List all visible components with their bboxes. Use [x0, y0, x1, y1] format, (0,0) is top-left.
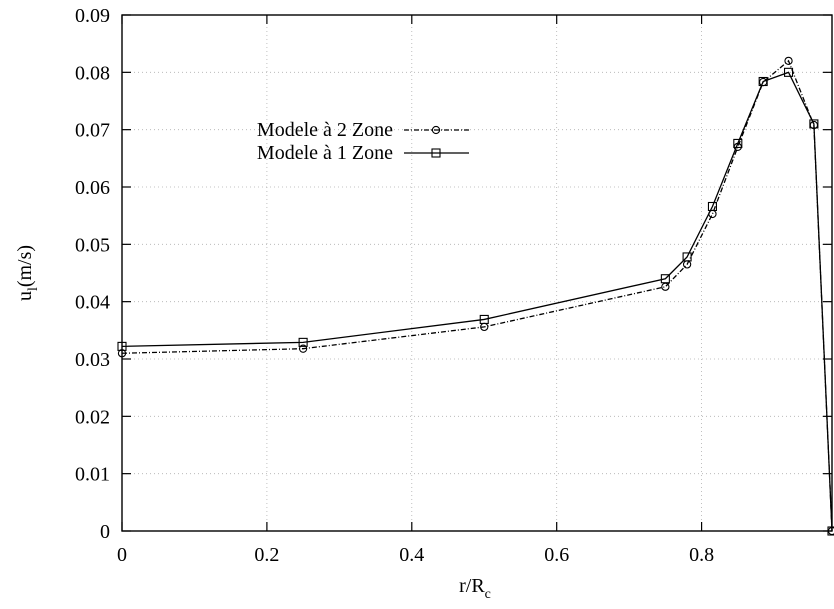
series-0-point — [661, 282, 670, 291]
y-tick-label: 0.02 — [75, 406, 110, 428]
y-tick-label: 0.01 — [75, 464, 110, 486]
series-1-point — [783, 67, 794, 77]
y-axis-title-main: u — [14, 291, 36, 301]
y-tick-label: 0.07 — [75, 120, 110, 142]
series-line-1 — [121, 71, 833, 532]
series-1-point — [682, 252, 692, 262]
y-axis-title: ul(m/s) — [14, 245, 41, 301]
legend-marker-1 — [431, 148, 441, 158]
axis-ticks: 0 0.01 0.02 0.03 0.04 0.05 0.06 0.07 0.08 0.09 0 0.… — [75, 5, 832, 566]
series-line-0 — [121, 59, 833, 532]
series-layer — [117, 56, 834, 536]
y-axis-title-unit: (m/s) — [14, 245, 36, 287]
x-tick-label: 0.4 — [399, 544, 424, 566]
x-axis-title: r/Rc — [459, 575, 491, 602]
y-tick-label: 0.09 — [75, 5, 110, 27]
series-1-point — [298, 337, 308, 347]
legend: Modele à 2 Zone Modele à 1 Zone — [257, 119, 469, 164]
x-tick-label: 0.2 — [254, 544, 279, 566]
y-tick-label: 0 — [100, 521, 110, 543]
series-1-point — [809, 119, 819, 129]
y-tick-label: 0.06 — [75, 177, 110, 199]
x-axis-title-main: r/R — [459, 575, 485, 597]
y-tick-label: 0.05 — [75, 234, 110, 256]
x-tick-label: 0.6 — [544, 544, 569, 566]
y-tick-label: 0.08 — [75, 62, 110, 84]
series-0 — [117, 56, 834, 536]
x-tick-label: 0.8 — [689, 544, 714, 566]
y-tick-label: 0.04 — [75, 292, 110, 314]
x-tick-label: 0 — [117, 544, 127, 566]
series-1-point — [733, 138, 743, 148]
y-axis-title-subscript: l — [26, 287, 41, 291]
y-tick-label: 0.03 — [75, 349, 110, 371]
series-1-point — [707, 201, 718, 212]
series-0-point — [784, 56, 793, 66]
series-0-point — [298, 344, 308, 353]
series-1-point — [758, 76, 768, 87]
series-1-point — [660, 274, 670, 284]
legend-label-series-2-zone: Modele à 2 Zone — [257, 119, 393, 141]
grid — [122, 15, 832, 531]
plot-frame — [121, 14, 833, 532]
legend-marker-0 — [431, 125, 441, 135]
legend-label-series-1-zone: Modele à 1 Zone — [257, 142, 393, 164]
series-1-point — [479, 314, 489, 324]
x-axis-title-subscript: c — [485, 587, 491, 602]
